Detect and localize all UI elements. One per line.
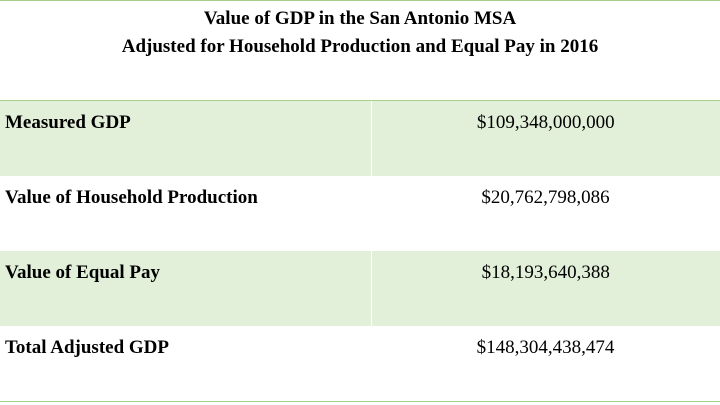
row-label: Total Adjusted GDP (0, 326, 371, 402)
table-title: Value of GDP in the San Antonio MSA Adju… (0, 0, 720, 101)
row-value: $20,762,798,086 (481, 187, 610, 208)
table-row-total-adjusted-gdp: Total Adjusted GDP $148,304,438,474 (0, 326, 720, 402)
table-row-household-production: Value of Household Production $20,762,79… (0, 176, 720, 251)
table-row-measured-gdp: Measured GDP $109,348,000,000 (0, 101, 720, 176)
title-line-2: Adjusted for Household Production and Eq… (121, 36, 599, 57)
row-value: $18,193,640,388 (371, 251, 720, 326)
row-label: Value of Equal Pay (0, 251, 372, 326)
row-value: $109,348,000,000 (371, 101, 720, 176)
table-row-equal-pay: Value of Equal Pay $18,193,640,388 (0, 251, 720, 326)
row-label: Value of Household Production (5, 187, 258, 208)
row-label: Measured GDP (0, 101, 372, 176)
row-value: $148,304,438,474 (371, 326, 720, 402)
gdp-table: Measured GDP $109,348,000,000 Value of H… (0, 101, 720, 402)
title-line-1: Value of GDP in the San Antonio MSA (203, 8, 517, 29)
